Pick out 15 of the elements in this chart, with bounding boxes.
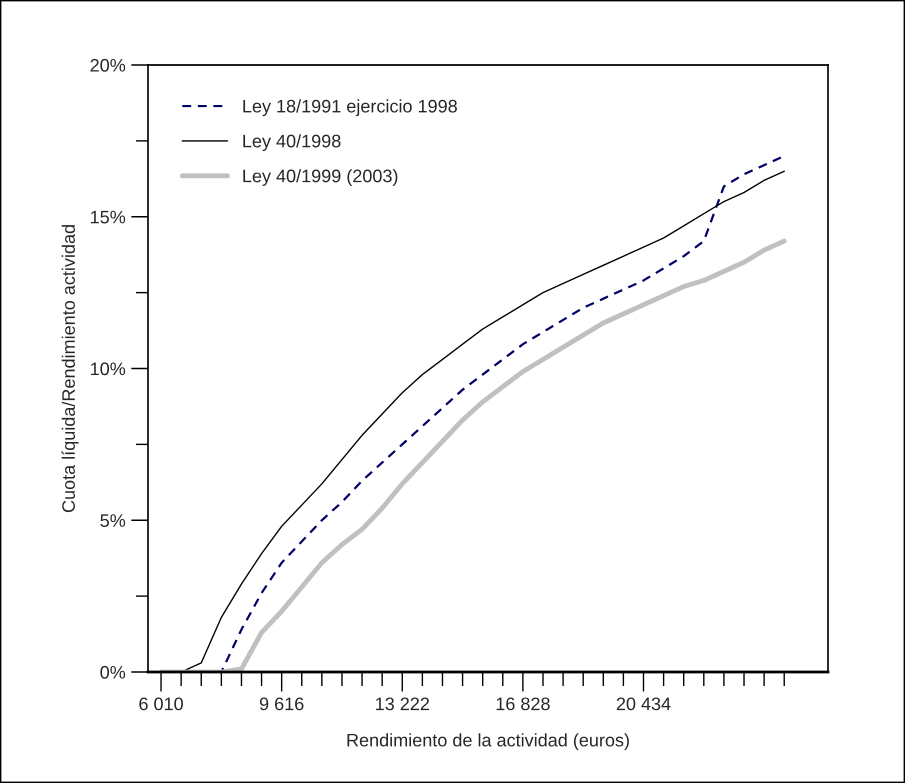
- x-tick-label: 13 222: [376, 697, 429, 710]
- x-axis-title: Rendimiento de la actividad (euros): [347, 733, 629, 750]
- x-tick-label: 20 434: [616, 697, 671, 710]
- y-tick-label: 20%: [90, 58, 126, 72]
- legend-label: Ley 18/1991 ejercicio 1998: [243, 99, 457, 116]
- y-tick-label: 0%: [100, 666, 126, 679]
- y-tick-label: 10%: [91, 362, 126, 376]
- x-tick-label: 16 828: [496, 697, 550, 710]
- y-tick-label: 5%: [100, 514, 126, 527]
- x-tick-label: 6 010: [139, 697, 183, 710]
- legend-label: Ley 40/1999 (2003): [243, 169, 398, 186]
- legend-label: Ley 40/1998: [243, 134, 340, 152]
- y-axis-title: Cuota líquida/Rendimiento actividad: [61, 225, 79, 512]
- y-tick-label: 15%: [91, 210, 126, 224]
- x-tick-label: 9 616: [260, 697, 304, 710]
